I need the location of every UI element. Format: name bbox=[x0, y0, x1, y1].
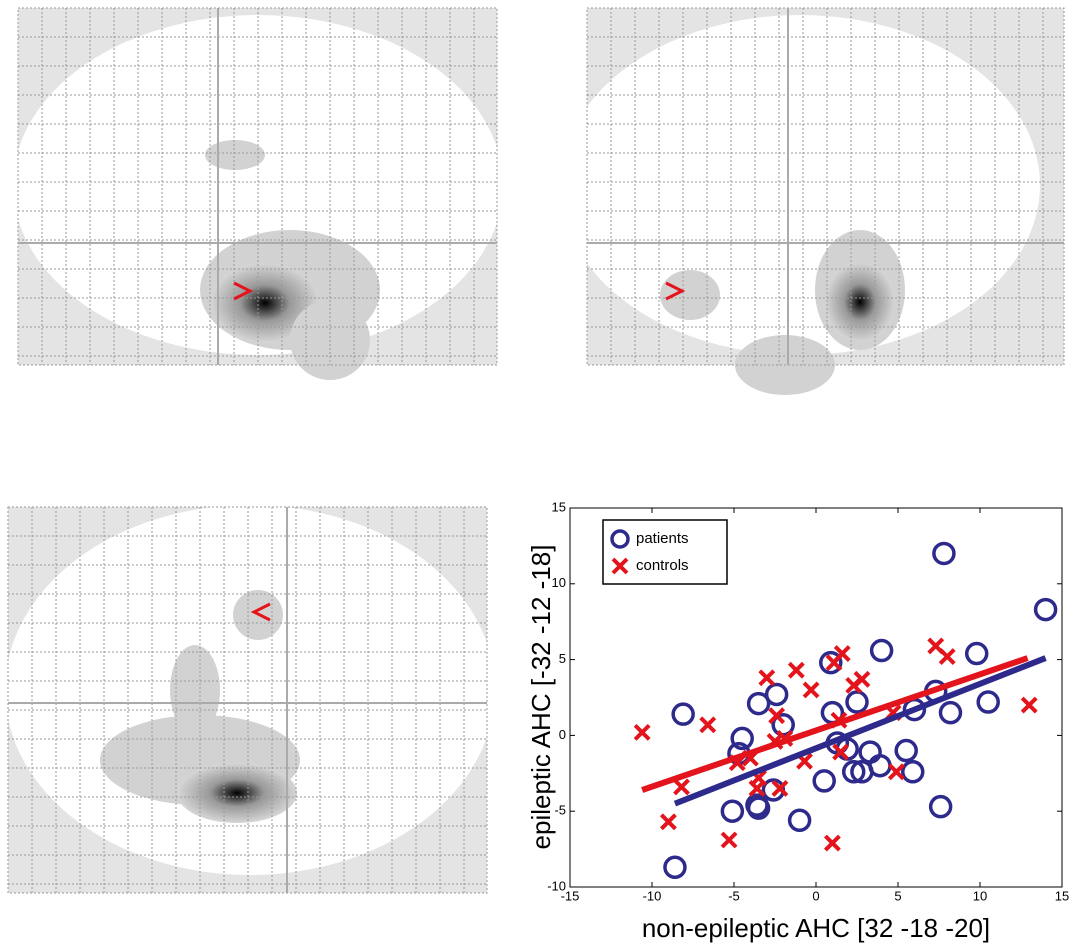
peak-marker bbox=[250, 602, 271, 622]
y-tick-label: 0 bbox=[559, 727, 566, 742]
patient-point bbox=[663, 855, 687, 880]
activation-blob bbox=[210, 263, 320, 343]
patient-point bbox=[932, 541, 956, 566]
fit-line bbox=[673, 655, 1047, 807]
y-tick-label: 10 bbox=[552, 575, 566, 590]
activation-blob bbox=[825, 262, 895, 342]
patient-point bbox=[845, 690, 869, 714]
patient-point bbox=[1033, 597, 1058, 622]
activation-blob bbox=[170, 645, 220, 735]
patient-point bbox=[764, 682, 789, 707]
x-tick-label: 0 bbox=[812, 888, 819, 903]
patient-point bbox=[819, 650, 843, 675]
glass-brains bbox=[5, 7, 1065, 894]
patient-point bbox=[938, 700, 963, 725]
patient-point bbox=[964, 641, 989, 666]
control-point bbox=[1020, 696, 1038, 714]
control-point bbox=[633, 723, 651, 741]
x-tick-label: -5 bbox=[728, 888, 740, 903]
scatter-plot: -15 -10 -5 0 5 10 15-10-5051015patientscontrol… bbox=[547, 499, 1069, 903]
control-point bbox=[758, 669, 776, 687]
control-point bbox=[823, 834, 841, 852]
patient-point bbox=[841, 760, 866, 784]
legend-marker bbox=[611, 557, 629, 575]
panel-border bbox=[7, 506, 488, 894]
patient-point bbox=[812, 769, 836, 793]
control-point bbox=[832, 743, 850, 761]
panel-border bbox=[17, 7, 498, 366]
y-tick-label: -10 bbox=[547, 878, 566, 893]
control-point bbox=[833, 645, 851, 662]
panel-border bbox=[586, 7, 1065, 366]
patient-point bbox=[671, 702, 695, 726]
patient-point bbox=[901, 760, 925, 784]
legend-label: patients bbox=[636, 530, 689, 547]
control-point bbox=[659, 813, 677, 831]
control-point bbox=[938, 648, 956, 665]
patient-point bbox=[976, 690, 1000, 714]
y-tick-label: -5 bbox=[554, 803, 566, 818]
control-point bbox=[802, 681, 820, 699]
control-point bbox=[673, 778, 690, 796]
patient-point bbox=[746, 691, 771, 716]
control-point bbox=[771, 780, 789, 797]
peak-marker bbox=[665, 281, 686, 301]
patient-point bbox=[869, 638, 894, 663]
activation-blob bbox=[660, 270, 720, 320]
x-tick-label: 15 bbox=[1055, 888, 1069, 903]
patient-point bbox=[746, 796, 771, 820]
legend-label: controls bbox=[636, 557, 689, 574]
patient-point bbox=[787, 808, 812, 833]
y-tick-label: 5 bbox=[559, 651, 566, 666]
x-axis-label: non-epileptic AHC [32 -18 -20] bbox=[642, 913, 990, 943]
control-point bbox=[787, 661, 805, 679]
control-point bbox=[699, 716, 717, 734]
x-tick-label: 10 bbox=[973, 888, 987, 903]
brain-outline bbox=[560, 15, 1040, 355]
patient-point bbox=[928, 794, 953, 819]
control-point bbox=[720, 831, 738, 849]
peak-marker bbox=[233, 281, 254, 301]
patient-point bbox=[730, 726, 754, 751]
legend-marker bbox=[610, 529, 630, 549]
patient-point bbox=[720, 799, 745, 823]
y-axis-label: epileptic AHC [-32 -12 -18] bbox=[526, 545, 556, 850]
control-point bbox=[768, 707, 786, 725]
y-tick-label: 15 bbox=[552, 499, 566, 514]
x-tick-label: -10 bbox=[643, 888, 662, 903]
control-point bbox=[887, 763, 905, 781]
x-tick-label: -15 bbox=[561, 888, 580, 903]
control-point bbox=[845, 676, 863, 694]
activation-blob bbox=[205, 140, 265, 170]
patient-point bbox=[894, 738, 918, 763]
activation-blob bbox=[177, 763, 297, 823]
x-tick-label: 5 bbox=[894, 888, 901, 903]
fit-line bbox=[641, 655, 1029, 793]
